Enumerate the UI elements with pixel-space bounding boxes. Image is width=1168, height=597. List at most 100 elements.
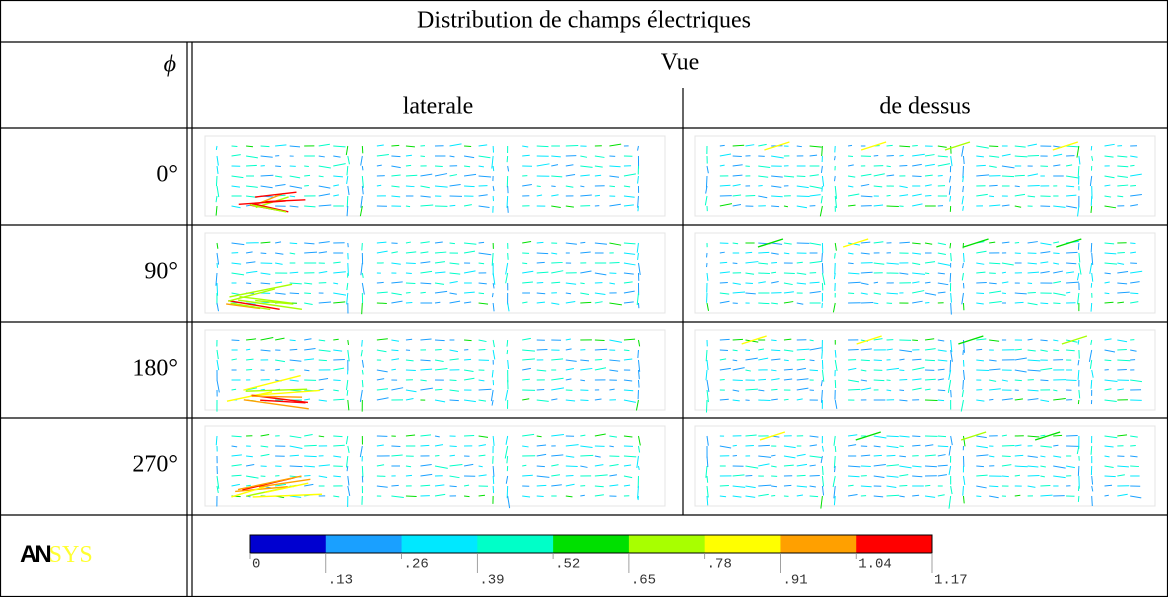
- field-vector: [847, 434, 858, 437]
- field-vector: [764, 141, 790, 151]
- field-vector: [937, 272, 945, 275]
- field-vector: [1065, 271, 1075, 274]
- field-vector: [464, 291, 475, 294]
- field-vector: [1027, 143, 1038, 147]
- field-vector: [732, 291, 746, 294]
- field-vector: [623, 281, 633, 284]
- field-vector: [1078, 155, 1081, 165]
- field-vector: [536, 475, 550, 478]
- field-vector: [719, 358, 727, 361]
- field-vector: [821, 252, 823, 263]
- field-vector: [609, 175, 620, 178]
- field-vector: [944, 141, 971, 151]
- field-vector: [1066, 185, 1075, 188]
- field-vector: [976, 155, 984, 158]
- field-vector: [783, 175, 795, 178]
- field-vector: [962, 435, 966, 447]
- field-vector: [962, 252, 965, 263]
- field-vector: [449, 464, 463, 467]
- field-vector: [551, 464, 559, 467]
- field-vector: [275, 184, 286, 187]
- field-vector: [706, 495, 709, 506]
- field-vector: [873, 464, 886, 467]
- field-vector: [231, 388, 237, 391]
- field-vector: [580, 282, 585, 285]
- field-vector: [1014, 301, 1024, 304]
- field-vector: [420, 484, 431, 487]
- field-vector: [860, 195, 873, 198]
- field-vector: [719, 484, 729, 487]
- colorbar-label: .52: [555, 557, 580, 573]
- field-vector: [318, 399, 327, 402]
- field-vector: [249, 203, 287, 213]
- field-vector: [719, 164, 725, 167]
- field-vector: [1053, 397, 1066, 401]
- field-vector: [565, 174, 576, 177]
- field-vector: [594, 292, 606, 295]
- field-vector: [507, 302, 510, 312]
- field-vector: [580, 494, 585, 497]
- field-vector: [847, 484, 854, 487]
- field-vector: [463, 399, 476, 403]
- field-vector: [449, 300, 461, 304]
- field-vector: [820, 379, 823, 387]
- field-vector: [420, 434, 432, 437]
- field-vector: [391, 349, 399, 352]
- field-vector: [821, 175, 825, 187]
- field-vector: [1001, 165, 1015, 169]
- field-vector: [705, 175, 708, 188]
- field-vector: [937, 145, 947, 148]
- field-vector: [1117, 282, 1128, 285]
- field-vector: [405, 251, 417, 254]
- field-vector: [912, 203, 923, 207]
- field-vector: [842, 238, 869, 248]
- field-vector: [855, 431, 881, 441]
- field-vector: [948, 445, 952, 456]
- field-vector: [420, 241, 430, 244]
- field-vector: [289, 445, 303, 449]
- field-vector: [231, 205, 241, 209]
- field-vector: [821, 302, 823, 308]
- field-vector: [420, 173, 433, 177]
- field-vector: [580, 155, 588, 158]
- field-vector: [796, 398, 803, 401]
- field-vector: [289, 185, 303, 189]
- field-vector: [478, 175, 492, 178]
- field-vector: [346, 165, 349, 176]
- field-vector: [1090, 242, 1093, 253]
- field-vector: [405, 205, 411, 208]
- field-vector: [464, 339, 472, 342]
- field-vector: [705, 465, 708, 478]
- field-vector: [937, 399, 945, 402]
- field-vector: [976, 281, 987, 284]
- field-vector: [463, 301, 472, 304]
- field-vector: [333, 194, 340, 197]
- field-vector: [478, 144, 488, 147]
- field-vector: [492, 475, 495, 485]
- field-vector: [771, 175, 783, 178]
- field-vector: [345, 379, 349, 391]
- field-vector: [924, 465, 937, 468]
- field-vector: [899, 185, 908, 189]
- field-vector: [216, 165, 219, 175]
- field-vector: [758, 484, 772, 487]
- field-vector: [783, 349, 794, 352]
- field-vector: [899, 272, 909, 275]
- field-vector: [536, 369, 547, 372]
- field-vector: [463, 155, 475, 159]
- field-vector: [333, 338, 339, 341]
- field-vector: [832, 475, 836, 488]
- field-vector: [478, 194, 488, 197]
- field-vector: [434, 493, 446, 497]
- field-vector: [719, 144, 725, 147]
- field-vector: [809, 154, 818, 157]
- field-vector: [333, 379, 341, 382]
- colorbar-segment: [704, 535, 781, 553]
- field-vector: [478, 494, 486, 497]
- field-vector: [434, 251, 447, 254]
- field-vector: [719, 398, 729, 401]
- field-vector: [989, 379, 997, 382]
- field-vector: [758, 493, 769, 497]
- field-vector: [594, 272, 607, 276]
- field-vector: [289, 454, 299, 457]
